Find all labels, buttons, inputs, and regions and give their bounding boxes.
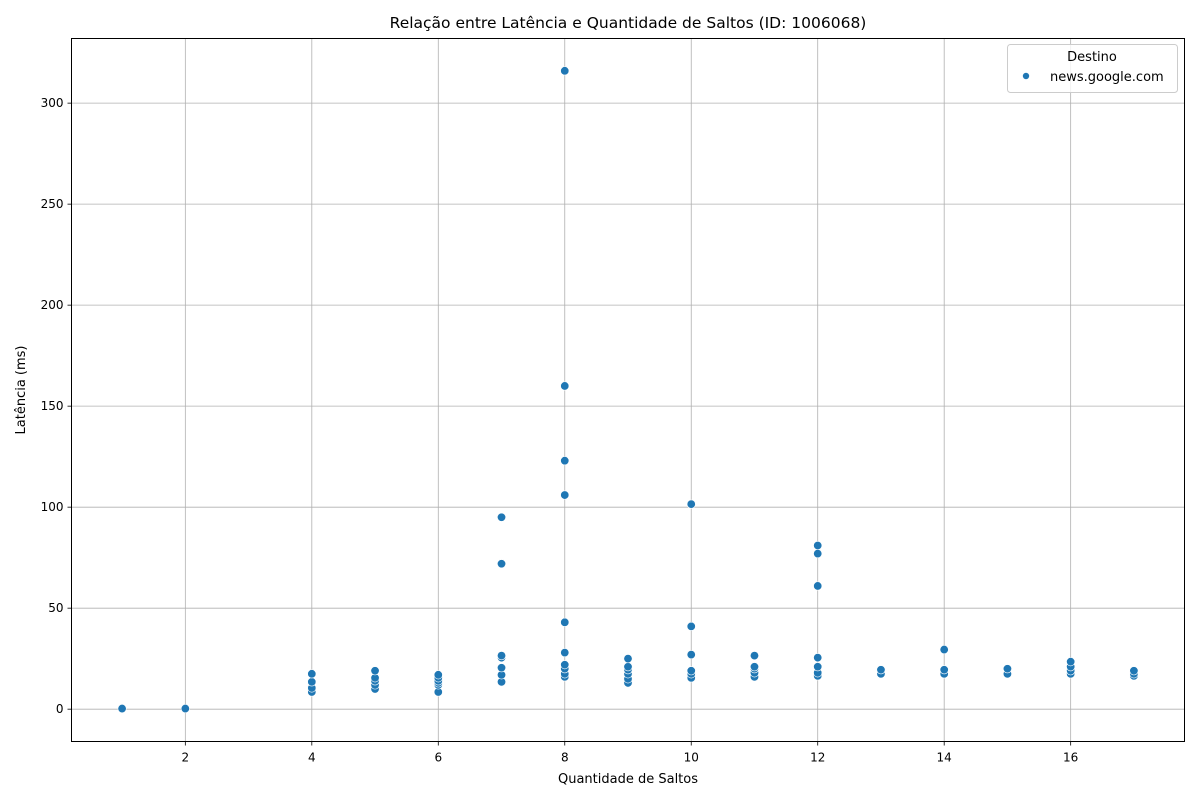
data-point	[307, 669, 317, 679]
y-tick-label: 250	[41, 197, 64, 211]
data-point	[1002, 664, 1012, 674]
data-point	[433, 670, 443, 680]
y-tick-label: 200	[41, 298, 64, 312]
data-point	[1066, 657, 1076, 667]
data-point	[876, 665, 886, 675]
data-point	[686, 650, 696, 660]
x-tick-label: 16	[1063, 751, 1078, 765]
x-axis-ticks: 2 4 6 8 10 12 14 16	[182, 741, 1078, 765]
grid-lines	[71, 38, 1185, 742]
x-axis-label: Quantidade de Saltos	[558, 772, 698, 787]
data-point	[560, 456, 570, 466]
y-axis-label: Latência (ms)	[14, 346, 29, 435]
data-point	[623, 662, 633, 672]
legend-title: Destino	[1067, 50, 1117, 65]
data-point	[813, 653, 823, 663]
data-point	[1129, 666, 1139, 676]
plot-frame	[71, 38, 1185, 742]
chart-title: Relação entre Latência e Quantidade de S…	[390, 14, 867, 32]
data-point	[749, 651, 759, 661]
data-points	[117, 66, 1139, 714]
data-point	[813, 581, 823, 591]
data-point	[749, 662, 759, 672]
legend-marker	[1022, 72, 1030, 80]
legend-box	[1007, 44, 1178, 93]
data-point	[939, 645, 949, 655]
data-point	[560, 648, 570, 658]
y-axis-ticks: 0 50 100 150 200 250 300	[41, 96, 72, 716]
data-point	[497, 559, 507, 569]
x-tick-label: 10	[684, 751, 699, 765]
data-point	[560, 660, 570, 670]
data-point	[686, 666, 696, 676]
data-point	[686, 499, 696, 509]
data-point	[560, 617, 570, 627]
y-tick-label: 0	[56, 702, 64, 716]
data-point	[813, 662, 823, 672]
data-point	[180, 704, 190, 714]
data-point	[560, 490, 570, 500]
data-point	[813, 549, 823, 559]
data-point	[560, 66, 570, 76]
data-point	[813, 541, 823, 551]
data-point	[497, 663, 507, 673]
data-point	[623, 654, 633, 664]
data-point	[497, 651, 507, 661]
data-point	[497, 512, 507, 522]
data-point	[307, 677, 317, 687]
x-tick-label: 2	[182, 751, 190, 765]
x-tick-label: 12	[810, 751, 825, 765]
x-tick-label: 4	[308, 751, 316, 765]
y-tick-label: 50	[48, 601, 63, 615]
x-tick-label: 6	[434, 751, 442, 765]
data-point	[686, 621, 696, 631]
data-point	[560, 381, 570, 391]
legend-entry-label: news.google.com	[1050, 70, 1164, 85]
x-tick-label: 8	[561, 751, 569, 765]
y-tick-label: 150	[41, 399, 64, 413]
data-point	[370, 666, 380, 676]
x-tick-label: 14	[937, 751, 952, 765]
legend: Destino news.google.com	[1007, 44, 1178, 93]
data-point	[117, 704, 127, 714]
data-point	[939, 665, 949, 675]
y-tick-label: 300	[41, 96, 64, 110]
y-tick-label: 100	[41, 500, 64, 514]
